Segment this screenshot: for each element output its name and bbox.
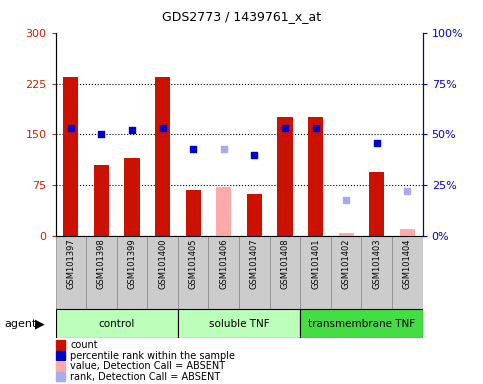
Point — [373, 139, 381, 146]
Text: count: count — [70, 340, 98, 350]
Bar — [300, 236, 331, 309]
Bar — [56, 372, 65, 381]
Text: GSM101403: GSM101403 — [372, 238, 381, 289]
Bar — [216, 187, 231, 236]
Bar — [247, 194, 262, 236]
Bar — [56, 341, 65, 350]
Point — [189, 146, 197, 152]
Bar — [209, 236, 239, 309]
Bar — [178, 309, 300, 338]
Bar — [300, 309, 423, 338]
Text: GDS2773 / 1439761_x_at: GDS2773 / 1439761_x_at — [162, 10, 321, 23]
Point — [342, 197, 350, 203]
Bar — [125, 158, 140, 236]
Bar — [94, 165, 109, 236]
Bar — [308, 118, 323, 236]
Text: ▶: ▶ — [35, 317, 44, 330]
Text: control: control — [99, 318, 135, 329]
Text: value, Detection Call = ABSENT: value, Detection Call = ABSENT — [70, 361, 226, 371]
Bar — [178, 236, 209, 309]
Text: rank, Detection Call = ABSENT: rank, Detection Call = ABSENT — [70, 372, 220, 382]
Text: agent: agent — [5, 318, 37, 329]
Bar — [361, 236, 392, 309]
Text: GSM101405: GSM101405 — [189, 238, 198, 289]
Point — [220, 146, 227, 152]
Point — [98, 131, 105, 137]
Bar — [56, 236, 86, 309]
Point — [159, 125, 167, 131]
Text: GSM101402: GSM101402 — [341, 238, 351, 289]
Bar — [369, 172, 384, 236]
Point — [281, 125, 289, 131]
Bar — [56, 362, 65, 371]
Text: GSM101401: GSM101401 — [311, 238, 320, 289]
Bar — [270, 236, 300, 309]
Bar — [392, 236, 423, 309]
Bar — [117, 236, 147, 309]
Text: percentile rank within the sample: percentile rank within the sample — [70, 351, 235, 361]
Text: GSM101397: GSM101397 — [66, 238, 75, 289]
Point — [312, 125, 319, 131]
Point — [403, 188, 411, 194]
Text: GSM101399: GSM101399 — [128, 238, 137, 289]
Text: GSM101400: GSM101400 — [158, 238, 167, 289]
Bar — [63, 77, 78, 236]
Bar — [86, 236, 117, 309]
Bar — [239, 236, 270, 309]
Text: transmembrane TNF: transmembrane TNF — [308, 318, 415, 329]
Bar — [331, 236, 361, 309]
Point — [128, 127, 136, 133]
Text: GSM101406: GSM101406 — [219, 238, 228, 289]
Text: GSM101408: GSM101408 — [281, 238, 289, 289]
Text: GSM101404: GSM101404 — [403, 238, 412, 289]
Bar — [155, 77, 170, 236]
Point — [251, 152, 258, 158]
Bar — [185, 190, 201, 236]
Bar — [339, 233, 354, 236]
Text: GSM101398: GSM101398 — [97, 238, 106, 289]
Bar — [56, 351, 65, 360]
Bar — [56, 309, 178, 338]
Bar — [147, 236, 178, 309]
Point — [67, 125, 75, 131]
Text: soluble TNF: soluble TNF — [209, 318, 270, 329]
Text: GSM101407: GSM101407 — [250, 238, 259, 289]
Bar — [400, 229, 415, 236]
Bar — [277, 118, 293, 236]
